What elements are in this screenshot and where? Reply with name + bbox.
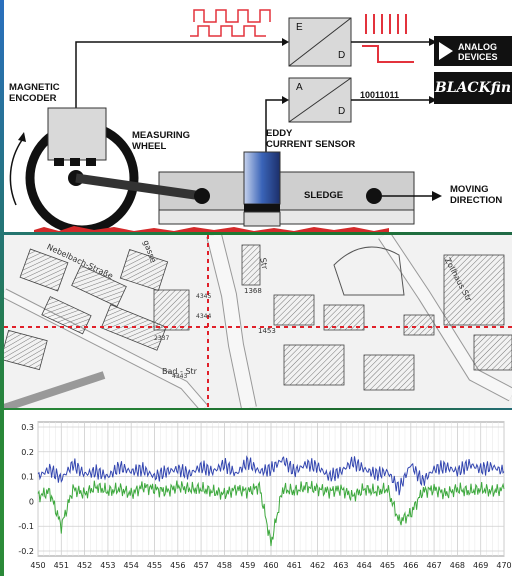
x-tick-label: 461: [287, 561, 302, 570]
eddy-sensor-label: EDDY CURRENT SENSOR: [266, 128, 356, 150]
analog-devices-line2: DEVICES: [458, 52, 498, 62]
x-tick-label: 455: [147, 561, 162, 570]
x-tick-label: 454: [124, 561, 139, 570]
x-tick-label: 463: [333, 561, 348, 570]
chart-plot: 450 451 452 453 454 455 456 457 458 459 460 461 462 4…: [18, 421, 512, 570]
x-tick-label: 459: [240, 561, 255, 570]
blackfin-logo: BLACKfin: [434, 72, 512, 104]
x-tick-label: 465: [380, 561, 395, 570]
x-tick-label: 453: [100, 561, 115, 570]
y-tick-label: 0.1: [21, 473, 34, 482]
sledge-label: SLEDGE: [304, 190, 344, 201]
converter-2-bottom: D: [338, 106, 346, 117]
x-tick-label: 458: [217, 561, 232, 570]
series-line-0: [37, 455, 505, 496]
x-tick-label: 456: [170, 561, 185, 570]
x-tick-label: 457: [193, 561, 208, 570]
y-tick-label: 0.3: [21, 423, 34, 432]
y-tick-label: -0.1: [18, 522, 34, 531]
x-tick-label: 468: [450, 561, 465, 570]
square-wave-2: [190, 25, 266, 37]
parcel-2: 1453: [258, 327, 276, 335]
binary-output-label: 10011011: [360, 90, 400, 100]
x-tick-label: 467: [426, 561, 441, 570]
y-tick-label: 0.2: [21, 448, 34, 457]
parcel-3: 2337: [154, 335, 170, 342]
diagram-lines: [9, 9, 442, 232]
x-tick-label: 452: [77, 561, 92, 570]
measuring-wheel-label: MEASURING WHEEL: [132, 130, 191, 152]
x-tick-label: 469: [473, 561, 488, 570]
x-tick-label: 451: [54, 561, 69, 570]
step-signal: [362, 45, 414, 63]
analog-devices-line1: ANALOG: [458, 42, 497, 52]
street-name-5: Str: [258, 257, 270, 270]
map-buildings: [4, 244, 512, 391]
converter-1-top: E: [296, 22, 303, 33]
x-tick-label: 466: [403, 561, 418, 570]
x-tick-label: 464: [357, 561, 372, 570]
magnetic-encoder-label: MAGNETIC ENCODER: [9, 82, 60, 104]
eddy-current-sensor: [243, 151, 281, 205]
x-tick-label: 462: [310, 561, 325, 570]
moving-direction-label: MOVING DIRECTION: [450, 184, 503, 206]
x-tick-label: 460: [263, 561, 278, 570]
analog-devices-logo: ANALOG DEVICES: [434, 36, 512, 66]
parcel-1: 1368: [244, 287, 262, 295]
square-wave-1: [193, 9, 271, 23]
parcel-4: 4343: [172, 373, 188, 380]
y-tick-label: -0.2: [18, 547, 34, 556]
x-tick-label: 450: [30, 561, 45, 570]
analog-devices-triangle-icon: [439, 42, 453, 60]
y-tick-label: 0: [29, 497, 34, 506]
parcel-6: 4344: [196, 313, 212, 320]
converter-2-top: A: [296, 82, 303, 93]
street-name-2: Bad - Str: [162, 367, 197, 376]
magnetic-encoder-box: [47, 107, 107, 161]
pulse-bars: [365, 14, 407, 34]
measurement-diagram: E D A D MAGNETIC ENCODER MEASURING WHEEL…: [4, 0, 512, 232]
cadastral-map: Nebelbach-Straße Bad - Str Zollhaus Str …: [4, 235, 512, 408]
parcel-5: 4345: [196, 293, 212, 300]
x-tick-label: 470: [496, 561, 511, 570]
profile-chart: 450 451 452 453 454 455 456 457 458 459 460 461 462 4…: [4, 410, 512, 576]
map-drawing: [4, 235, 512, 408]
ground-surface: [34, 226, 389, 232]
converter-1-bottom: D: [338, 50, 346, 61]
series-line-1: [37, 480, 505, 547]
